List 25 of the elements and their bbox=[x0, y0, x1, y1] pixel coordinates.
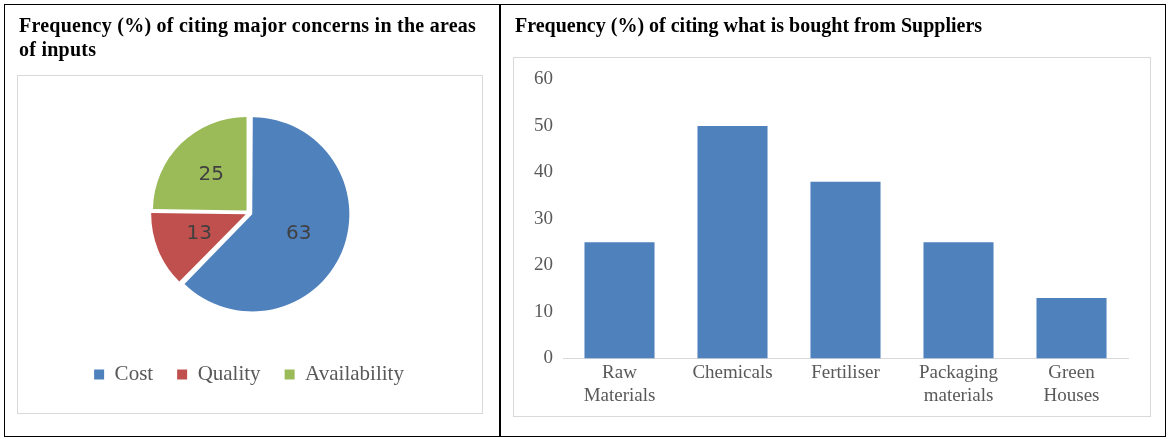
y-tick-label: 40 bbox=[534, 160, 553, 182]
bar bbox=[584, 242, 655, 359]
bar bbox=[923, 242, 994, 359]
y-tick-label: 10 bbox=[534, 299, 553, 321]
chart-title: Frequency (%) of citing major concerns in the areas of inputs bbox=[18, 13, 478, 61]
legend-label: Availability bbox=[305, 361, 405, 386]
x-tick-label: Chemicals bbox=[692, 360, 773, 382]
x-tick-label: Green Houses bbox=[1043, 360, 1100, 405]
data-label: 25 bbox=[198, 160, 224, 185]
data-label: 13 bbox=[186, 219, 212, 244]
y-tick-label: 20 bbox=[534, 253, 553, 275]
legend-label: Quality bbox=[197, 361, 262, 386]
x-tick-label: Fertiliser bbox=[811, 360, 881, 382]
bar bbox=[1036, 297, 1107, 359]
y-tick-label: 30 bbox=[534, 206, 553, 228]
y-tick-label: 0 bbox=[543, 346, 553, 368]
x-tick-label: Raw Materials bbox=[583, 360, 656, 405]
legend-label: Cost bbox=[114, 361, 154, 386]
bar bbox=[697, 125, 768, 359]
y-tick-label: 50 bbox=[534, 113, 553, 135]
bar bbox=[810, 181, 881, 359]
data-label: 63 bbox=[286, 219, 312, 244]
chart-title: Frequency (%) of citing what is bought from Suppliers bbox=[514, 13, 984, 37]
y-tick-label: 60 bbox=[534, 67, 553, 89]
x-tick-label: Packaging materials bbox=[918, 360, 999, 405]
